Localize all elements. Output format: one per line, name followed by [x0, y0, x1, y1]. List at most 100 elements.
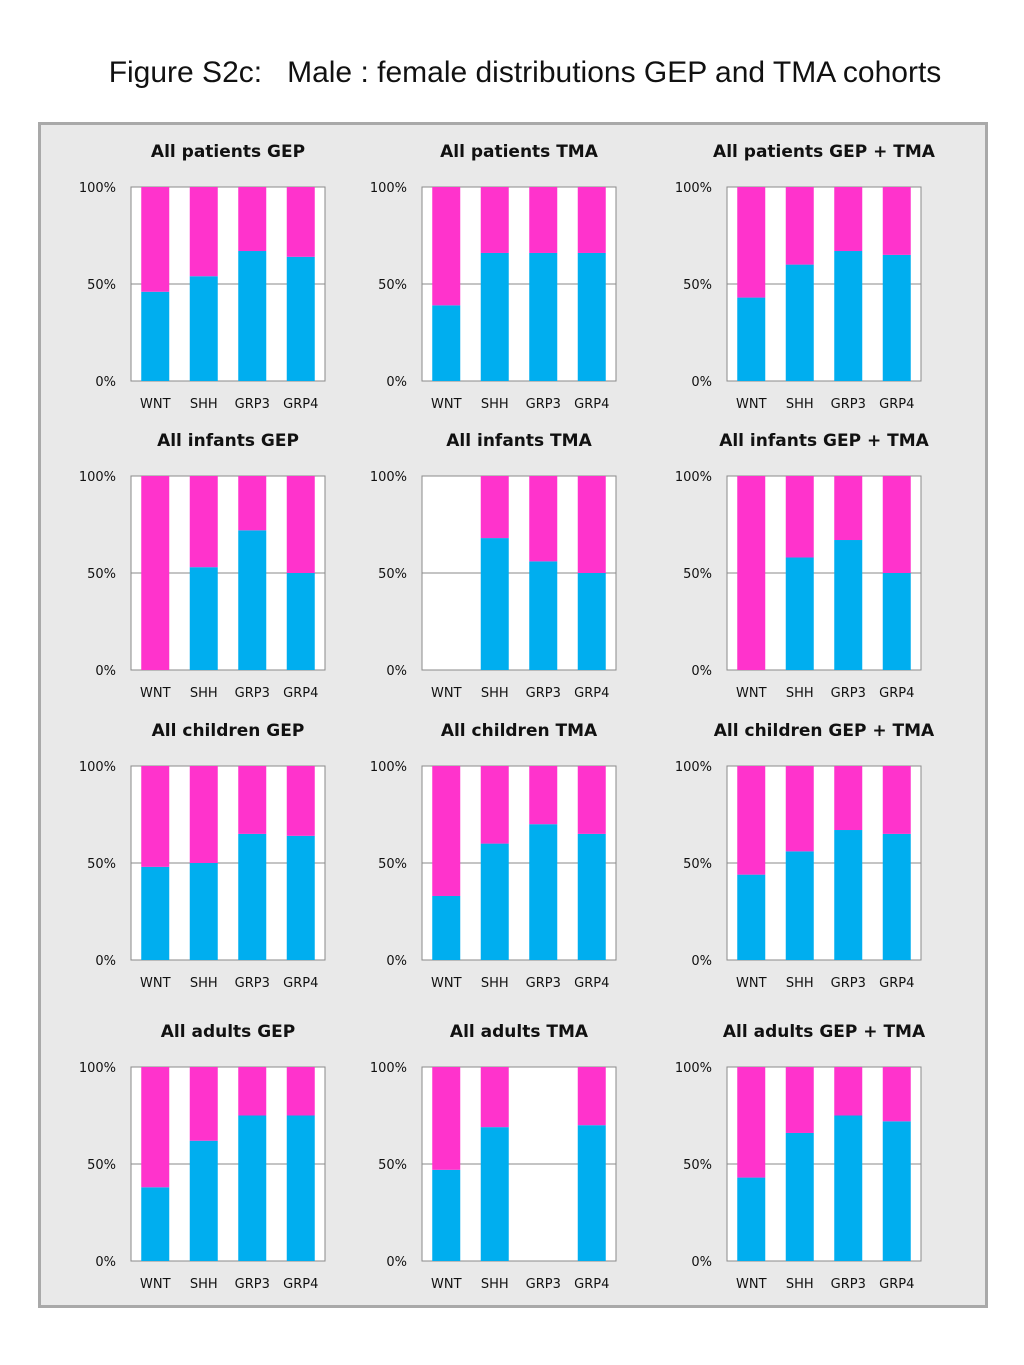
chart-11-bar-shh-female: [480, 1067, 509, 1128]
chart-1-category-label: SHH: [190, 397, 218, 412]
chart-8-ytick-label: 0%: [386, 954, 407, 969]
chart-2-bar-wnt-female: [432, 187, 461, 306]
chart-8-bar-grp4-female: [577, 766, 606, 834]
chart-11-ytick-label: 0%: [386, 1255, 407, 1270]
chart-10-title: All adults GEP: [161, 1022, 296, 1042]
chart-2-ytick-label: 0%: [386, 375, 407, 390]
chart-7-bar-grp3-male: [238, 833, 267, 960]
chart-9-bar-grp4-female: [882, 766, 911, 834]
chart-7-bar-shh-male: [189, 863, 218, 960]
chart-1-category-label: GRP4: [283, 397, 318, 412]
chart-3-bar-grp3-female: [834, 187, 863, 252]
chart-7-ytick-label: 50%: [87, 857, 116, 872]
chart-10-bar-wnt-female: [141, 1067, 170, 1188]
chart-7-bar-wnt-female: [141, 766, 170, 867]
chart-2-category-label: GRP4: [574, 397, 609, 412]
chart-3-bar-grp4-female: [882, 187, 911, 255]
chart-5-ytick-label: 0%: [386, 664, 407, 679]
chart-4-title: All infants GEP: [157, 431, 299, 451]
chart-10-bar-shh-male: [189, 1140, 218, 1261]
chart-7-bar-shh-female: [189, 766, 218, 863]
chart-4-bar-shh-female: [189, 476, 218, 568]
chart-11-bar-grp4-male: [577, 1125, 606, 1261]
chart-2-bar-grp4-female: [577, 187, 606, 253]
chart-4-bar-grp3-female: [238, 476, 267, 531]
chart-9-bar-shh-female: [785, 766, 814, 852]
chart-7-ytick-label: 0%: [95, 954, 116, 969]
chart-8-bar-shh-female: [480, 766, 509, 844]
chart-7-ytick-label: 100%: [79, 760, 116, 775]
chart-9-ytick-label: 100%: [675, 760, 712, 775]
chart-8-title: All children TMA: [441, 721, 598, 741]
chart-3-category-label: GRP4: [879, 397, 914, 412]
chart-3-ytick-label: 100%: [675, 181, 712, 196]
chart-2-bar-shh-female: [480, 187, 509, 253]
chart-5-bar-grp4-female: [577, 476, 606, 573]
chart-12-category-label: SHH: [786, 1277, 814, 1292]
chart-12-category-label: GRP3: [831, 1277, 866, 1292]
chart-8-category-label: GRP3: [526, 976, 561, 991]
chart-12-bar-wnt-female: [737, 1067, 766, 1178]
chart-5-category-label: WNT: [431, 686, 462, 701]
chart-5-title: All infants TMA: [446, 431, 592, 451]
chart-9-bar-wnt-male: [737, 874, 766, 960]
chart-9-bar-grp3-female: [834, 766, 863, 831]
chart-5-bar-grp4-male: [577, 573, 606, 670]
chart-1-bar-grp3-male: [238, 251, 267, 381]
chart-8-category-label: GRP4: [574, 976, 609, 991]
chart-4-bar-grp4-female: [286, 476, 315, 573]
chart-6-ytick-label: 100%: [675, 470, 712, 485]
chart-4-ytick-label: 0%: [95, 664, 116, 679]
chart-1-bar-grp4-male: [286, 256, 315, 381]
chart-1-title: All patients GEP: [151, 142, 305, 162]
chart-4-bar-grp4-male: [286, 573, 315, 670]
chart-10-bar-wnt-male: [141, 1187, 170, 1261]
chart-2-bar-grp3-female: [529, 187, 558, 253]
chart-5-category-label: SHH: [481, 686, 509, 701]
chart-5-bar-shh-female: [480, 476, 509, 539]
chart-12-bar-wnt-male: [737, 1177, 766, 1261]
chart-6-ytick-label: 0%: [691, 664, 712, 679]
chart-11-ytick-label: 100%: [370, 1061, 407, 1076]
chart-5-ytick-label: 100%: [370, 470, 407, 485]
chart-8-bar-grp3-male: [529, 824, 558, 960]
chart-12-bar-grp4-female: [882, 1067, 911, 1122]
chart-3-bar-grp3-male: [834, 251, 863, 381]
chart-4-category-label: WNT: [140, 686, 171, 701]
chart-7-bar-grp3-female: [238, 766, 267, 834]
chart-1-bar-wnt-female: [141, 187, 170, 292]
chart-3-bar-wnt-female: [737, 187, 766, 298]
chart-9-category-label: WNT: [736, 976, 767, 991]
chart-4-bar-wnt-female: [141, 476, 170, 670]
chart-1-ytick-label: 100%: [79, 181, 116, 196]
chart-3-ytick-label: 0%: [691, 375, 712, 390]
chart-4-category-label: SHH: [190, 686, 218, 701]
chart-5-bar-grp3-female: [529, 476, 558, 562]
chart-11-category-label: WNT: [431, 1277, 462, 1292]
chart-3-category-label: WNT: [736, 397, 767, 412]
chart-5-ytick-label: 50%: [378, 567, 407, 582]
chart-10-bar-grp3-female: [238, 1067, 267, 1116]
chart-8-ytick-label: 100%: [370, 760, 407, 775]
chart-12-bar-grp3-male: [834, 1115, 863, 1261]
chart-12-category-label: GRP4: [879, 1277, 914, 1292]
chart-11-bar-shh-male: [480, 1127, 509, 1261]
chart-2-ytick-label: 100%: [370, 181, 407, 196]
chart-6-bar-grp3-male: [834, 540, 863, 670]
chart-11-bar-wnt-male: [432, 1169, 461, 1261]
chart-11-bar-grp4-female: [577, 1067, 606, 1126]
chart-11-title: All adults TMA: [450, 1022, 589, 1042]
chart-5-bar-grp3-male: [529, 561, 558, 670]
chart-12-bar-grp3-female: [834, 1067, 863, 1116]
chart-12-bar-grp4-male: [882, 1121, 911, 1261]
chart-4-bar-grp3-male: [238, 530, 267, 670]
figure-title: Figure S2c: Male : female distributions …: [108, 56, 942, 89]
chart-6-bar-wnt-female: [737, 476, 766, 670]
chart-12-ytick-label: 100%: [675, 1061, 712, 1076]
chart-7-bar-wnt-male: [141, 866, 170, 960]
chart-7-category-label: GRP3: [235, 976, 270, 991]
chart-2-bar-shh-male: [480, 252, 509, 381]
chart-4-category-label: GRP3: [235, 686, 270, 701]
chart-3-bar-shh-male: [785, 264, 814, 381]
chart-1-ytick-label: 0%: [95, 375, 116, 390]
